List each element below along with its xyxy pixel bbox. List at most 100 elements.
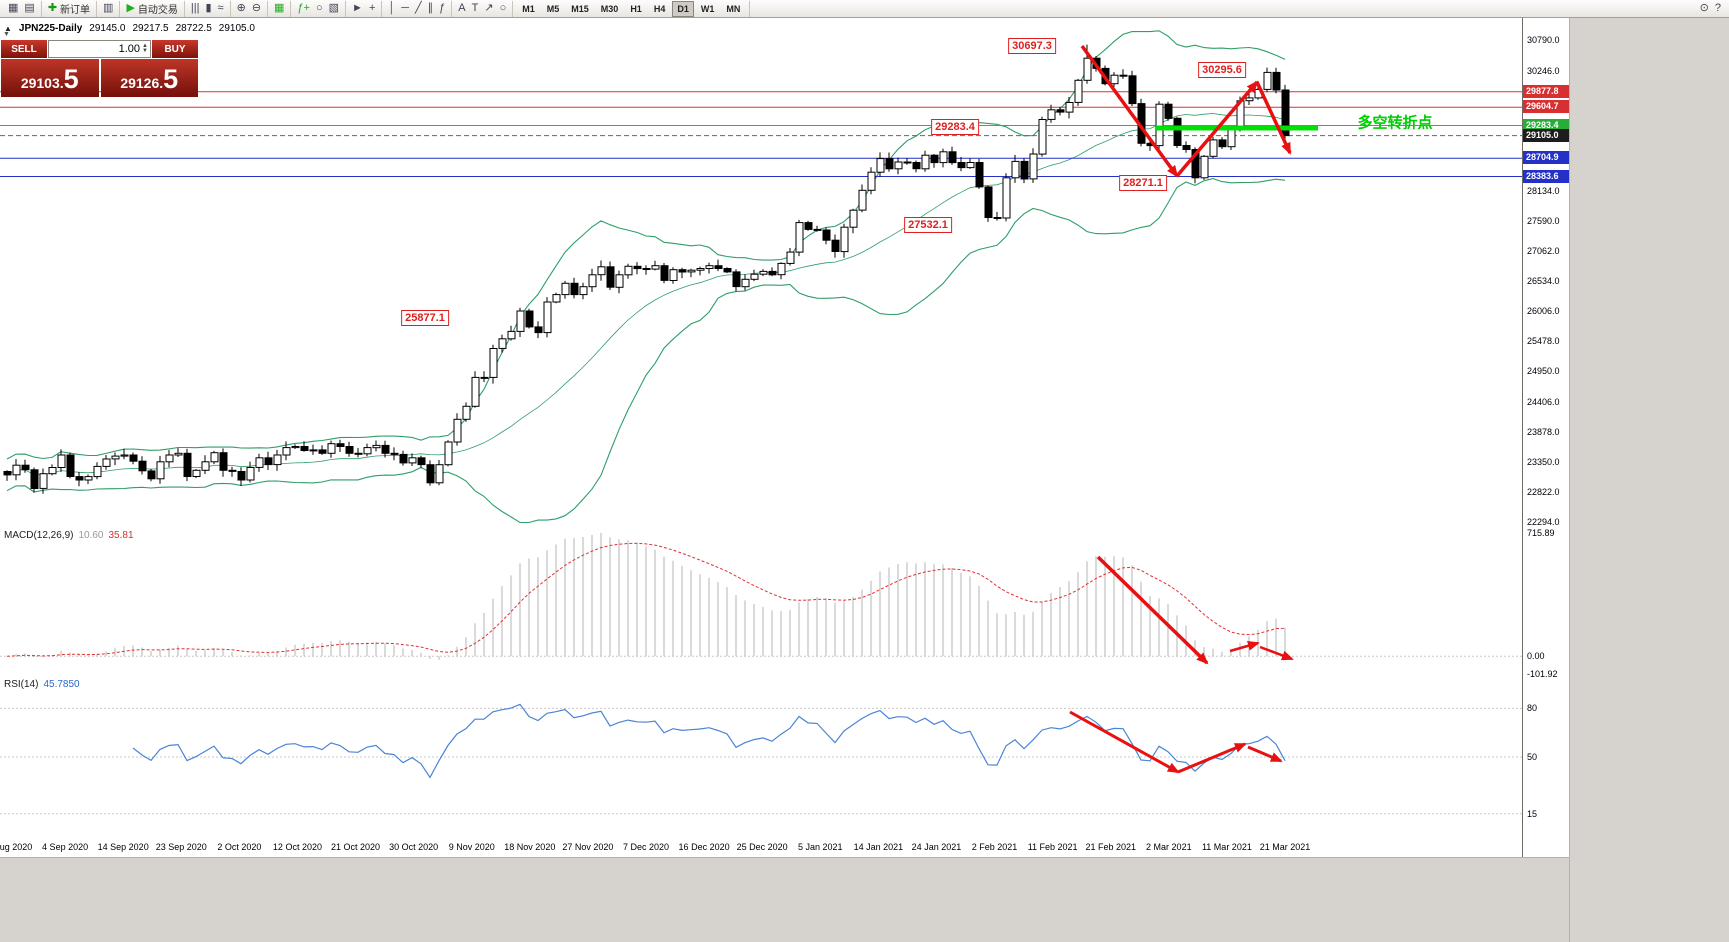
fibonacci-icon[interactable]: ƒ <box>436 1 448 16</box>
axis-tick-label: -101.92 <box>1527 668 1558 679</box>
axis-tick-label: 22822.0 <box>1527 486 1560 497</box>
cursor-icon[interactable]: ► <box>349 1 366 16</box>
timeframe-m30[interactable]: M30 <box>600 3 619 14</box>
buy-price-main: 29126. <box>120 75 164 91</box>
zoom-in-icon[interactable]: ⊕ <box>234 1 249 16</box>
trade-panel-toggle[interactable]: ▼ <box>3 31 10 38</box>
buy-price-button[interactable]: 29126. 5 <box>100 59 198 97</box>
main-chart-svg[interactable] <box>0 18 1522 527</box>
price-badge: 29283.4 <box>1523 118 1569 132</box>
trendline-icon[interactable]: ╱ <box>412 1 425 16</box>
date-tick-label: 24 Jan 2021 <box>911 842 962 852</box>
draw-tools-group: │ ─ ╱ ∥ ƒ <box>382 0 453 17</box>
date-tick-label: 11 Mar 2021 <box>1201 842 1252 852</box>
auto-trading-group: ▶ 自动交易 <box>120 0 185 17</box>
new-chart-icon: ▦ <box>8 2 19 14</box>
macd-main-value: 10.60 <box>78 530 104 541</box>
line-chart-icon[interactable]: ≈ <box>215 1 227 16</box>
market-watch-group: ▥ <box>97 0 121 17</box>
symbol-info-bar: ▲ JPN225-Daily 29145.0 29217.5 28722.5 2… <box>4 23 255 34</box>
zoom-out-icon: ⊖ <box>251 2 262 14</box>
axis-tick-label: 23350.0 <box>1527 456 1560 467</box>
volume-value[interactable]: 1.00 <box>118 43 141 55</box>
volume-stepper[interactable]: ▲ ▼ <box>142 43 148 54</box>
macd-signal-value: 35.81 <box>108 530 134 541</box>
market-watch-icon[interactable]: ▥ <box>100 1 116 16</box>
axis-tick-label: 30246.0 <box>1527 65 1560 76</box>
crosshair-icon[interactable]: + <box>366 1 378 16</box>
crosshair-icon: + <box>368 2 376 14</box>
shapes-icon[interactable]: ○ <box>497 1 510 16</box>
horizontal-line-icon[interactable]: ─ <box>398 1 412 16</box>
date-tick-label: 7 Dec 2020 <box>622 842 670 852</box>
macd-panel[interactable]: MACD(12,26,9) 10.60 35.81 <box>0 527 1522 677</box>
periods-icon[interactable]: ○ <box>313 1 326 16</box>
buy-button[interactable]: BUY <box>152 40 198 58</box>
price-axis[interactable]: 30790.0 30246.0 28134.0 27590.0 27062.0 26534… <box>1522 18 1570 857</box>
timeframe-h4[interactable]: H4 <box>653 3 666 14</box>
rsi-svg[interactable] <box>0 676 1522 838</box>
new-chart-icon[interactable]: ▦ <box>5 1 21 16</box>
axis-tick-label: 24950.0 <box>1527 366 1560 377</box>
timeframe-w1[interactable]: W1 <box>700 3 715 14</box>
timeframe-h1[interactable]: H1 <box>630 3 642 14</box>
price-badge: 29877.8 <box>1523 84 1569 98</box>
sell-button[interactable]: SELL <box>1 40 47 58</box>
date-tick-label: 25 Dec 2020 <box>736 842 788 852</box>
time-axis[interactable]: 26 Aug 2020 4 Sep 2020 14 Sep 2020 23 Sep 2… <box>0 838 1522 857</box>
date-tick-label: 21 Mar 2021 <box>1259 842 1311 852</box>
axis-tick-label: 27590.0 <box>1527 216 1560 227</box>
new-order-button: ✚ <box>47 2 58 14</box>
toolbar: ▦ ▤ ✚ 新订单 ▥ ▶ 自动交易 ||| ▮ ≈ ⊕ ⊖ ▦ ƒ+ ○ ▧ ► + │ ─ ╱ ∥ ƒ A T ↗ ○ M1 M5 M… <box>0 0 1729 18</box>
timeframe-mn[interactable]: MN <box>726 3 741 14</box>
axis-tick-label: 22294.0 <box>1527 516 1560 527</box>
bar-chart-icon[interactable]: ||| <box>188 1 203 16</box>
ohlc-close: 29105.0 <box>218 23 255 34</box>
date-tick-label: 30 Oct 2020 <box>389 842 439 852</box>
auto-trading-button[interactable]: ▶ 自动交易 <box>123 1 180 16</box>
channel-icon[interactable]: ∥ <box>425 1 437 16</box>
chart-type-group: ||| ▮ ≈ <box>185 0 231 17</box>
date-tick-label: 26 Aug 2020 <box>0 842 33 852</box>
text-icon[interactable]: T <box>469 1 482 16</box>
candlestick-chart-icon[interactable]: ▮ <box>202 1 214 16</box>
zoom-out-icon[interactable]: ⊖ <box>249 1 264 16</box>
auto-trading-button-label: 自动交易 <box>137 5 178 16</box>
text-label-icon: A <box>458 2 466 14</box>
timeframe-m1[interactable]: M1 <box>522 3 535 14</box>
new-order-button[interactable]: ✚ 新订单 <box>45 1 93 16</box>
tile-windows-icon[interactable]: ▦ <box>271 1 287 16</box>
market-watch-icon: ▥ <box>103 2 114 14</box>
search-icon[interactable]: ⊙ <box>1697 1 1712 16</box>
indicators-add-icon[interactable]: ƒ+ <box>294 1 313 16</box>
ohlc-open: 29145.0 <box>89 23 126 34</box>
sell-price-button[interactable]: 29103. 5 <box>1 59 99 97</box>
text-label-icon[interactable]: A <box>455 1 468 16</box>
text-icon: T <box>471 2 479 14</box>
date-tick-label: 12 Oct 2020 <box>272 842 322 852</box>
axis-tick-label: 23878.0 <box>1527 426 1560 437</box>
search-icon: ⊙ <box>1699 2 1709 14</box>
ohlc-high: 29217.5 <box>132 23 169 34</box>
volume-input[interactable]: 1.00 ▲ ▼ <box>48 40 151 58</box>
macd-svg[interactable] <box>0 527 1522 676</box>
vertical-line-icon[interactable]: │ <box>385 1 398 16</box>
timeframe-d1[interactable]: D1 <box>672 0 694 17</box>
templates-icon[interactable]: ▧ <box>326 1 342 16</box>
toolbar-right-group: ⊙? <box>1694 1 1727 17</box>
date-tick-label: 2 Oct 2020 <box>217 842 262 852</box>
timeframe-m15[interactable]: M15 <box>571 3 589 14</box>
help-icon[interactable]: ? <box>1712 1 1724 16</box>
chart-windows-group: ▦ ▤ <box>2 0 42 17</box>
timeframe-m5[interactable]: M5 <box>546 3 560 14</box>
horizontal-line-icon: ─ <box>401 2 410 14</box>
arrow-tool-icon[interactable]: ↗ <box>481 1 496 16</box>
timeframe-group: M1 M5 M15 M30 H1 H4 D1 W1 MN <box>513 0 751 17</box>
profiles-icon: ▤ <box>24 2 35 14</box>
rsi-panel[interactable]: RSI(14) 45.7850 <box>0 676 1522 839</box>
profiles-icon[interactable]: ▤ <box>21 1 37 16</box>
date-tick-label: 23 Sep 2020 <box>155 842 207 852</box>
macd-name: MACD(12,26,9) <box>4 530 74 541</box>
main-chart-panel[interactable]: 30697.3 30295.6 29283.4 28271.1 27532.1 25877… <box>0 18 1522 528</box>
new-order-button-label: 新订单 <box>60 5 91 16</box>
